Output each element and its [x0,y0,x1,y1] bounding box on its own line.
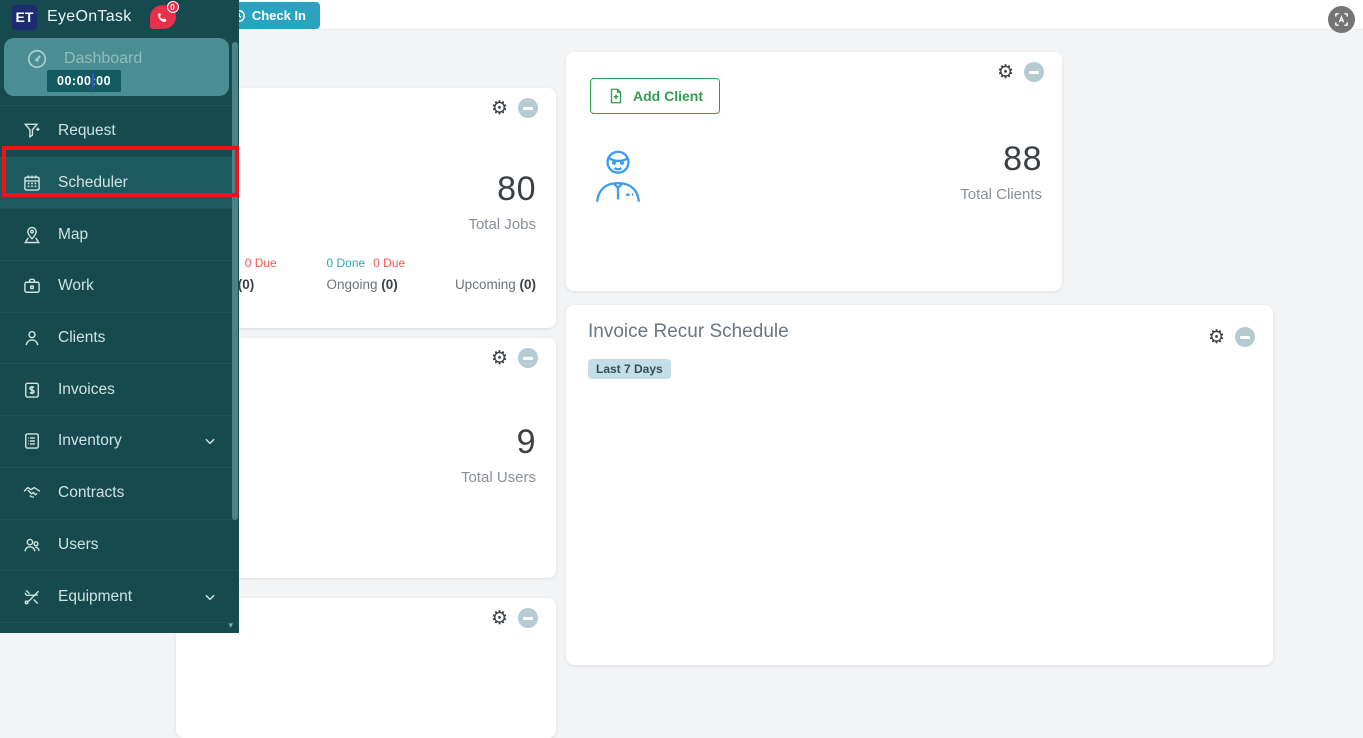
ongoing-due: 0 Due [373,256,406,270]
dashboard-label: Dashboard [64,50,143,67]
check-in-label: Check In [251,8,306,23]
ongoing-done: 0 Done [326,256,366,270]
sidebar-item-contracts[interactable]: Contracts [0,466,239,519]
inventory-list-icon [25,433,39,450]
jobs-group-ongoing: 0 Done 0 Due Ongoing (0) [326,256,405,292]
today-due: 0 Due [244,256,277,270]
ongoing-label: Ongoing [326,277,378,292]
work-briefcase-icon [24,279,40,294]
clients-person-icon [25,331,39,346]
sidebar-item-partial[interactable] [0,621,239,633]
total-clients-card: ⚙ Add Client 88 Total Clients [566,52,1062,291]
settings-gear-icon[interactable]: ⚙ [1207,325,1225,348]
invoices-dollar-icon [25,382,39,398]
collapse-widget-icon[interactable] [1235,327,1255,347]
dashboard-icon [27,49,47,69]
sidebar-item-users[interactable]: Users [0,518,239,571]
scroll-down-indicator: ▾ [228,620,233,630]
sidebar-item-invoices[interactable]: Invoices [0,363,239,415]
sidebar-item-scheduler[interactable]: Scheduler [0,156,239,209]
scrollbar-thumb[interactable] [232,42,238,520]
sidebar-menu: Request Scheduler Map Work [0,105,239,633]
settings-gear-icon[interactable]: ⚙ [996,60,1014,83]
client-person-icon [590,146,646,209]
request-funnel-icon [23,123,40,139]
sidebar: ET EyeOnTask 0 Dashboard 00:00:00 [0,0,239,633]
upcoming-count: (0) [519,277,536,292]
settings-gear-icon[interactable]: ⚙ [490,606,508,629]
total-users-card: ⚙ 9 Total Users [176,338,556,578]
text-caret [92,73,95,89]
missed-call-notification-icon[interactable]: 0 [149,1,179,29]
jobs-group-upcoming: Upcoming (0) [455,256,536,292]
contracts-handshake-icon [23,486,41,499]
total-users-label: Total Users [460,469,536,486]
map-pin-icon [24,226,40,243]
ongoing-count: (0) [381,277,398,292]
settings-gear-icon[interactable]: ⚙ [490,346,508,369]
app-name: EyeOnTask [47,8,132,25]
add-client-label: Add Client [633,88,703,104]
sidebar-item-inventory[interactable]: Inventory [0,415,239,467]
collapse-widget-icon[interactable] [518,608,538,628]
total-clients-value: 88 [1003,140,1042,178]
sidebar-header: ET EyeOnTask 0 [0,0,239,34]
scheduler-calendar-icon [24,175,40,191]
date-range-badge: Last 7 Days [588,359,671,379]
work-timer[interactable]: 00:00:00 [47,70,122,92]
upcoming-label: Upcoming [454,277,516,292]
sidebar-item-dashboard[interactable]: Dashboard 00:00:00 [4,38,229,96]
screen-capture-extension-icon[interactable] [1328,6,1355,33]
document-add-icon [610,88,622,104]
chevron-down-icon[interactable] [203,590,217,604]
equipment-tools-icon [24,589,40,604]
total-jobs-value: 80 [497,170,536,208]
collapse-widget-icon[interactable] [518,98,538,118]
total-clients-label: Total Clients [960,186,1042,203]
sidebar-item-work[interactable]: Work [0,260,239,312]
sidebar-item-equipment[interactable]: Equipment [0,570,239,622]
notification-count-badge: 0 [166,1,179,13]
total-users-value: 9 [516,423,536,461]
today-count: (0) [237,277,255,292]
settings-gear-icon[interactable]: ⚙ [490,96,508,119]
chevron-down-icon[interactable] [203,434,217,448]
app-logo[interactable]: ET [12,4,37,30]
invoice-recur-schedule-card: ⚙ Invoice Recur Schedule Last 7 Days [566,305,1273,665]
total-jobs-label: Total Jobs [468,216,536,233]
collapse-widget-icon[interactable] [1024,62,1044,82]
add-client-button[interactable]: Add Client [590,78,720,114]
invoice-card-title: Invoice Recur Schedule [588,321,789,342]
sidebar-item-request[interactable]: Request [0,105,239,157]
sidebar-item-map[interactable]: Map [0,208,239,260]
collapse-widget-icon[interactable] [518,348,538,368]
sidebar-item-clients[interactable]: Clients [0,311,239,364]
sidebar-scrollbar[interactable] [232,0,238,633]
users-people-icon [24,538,40,552]
